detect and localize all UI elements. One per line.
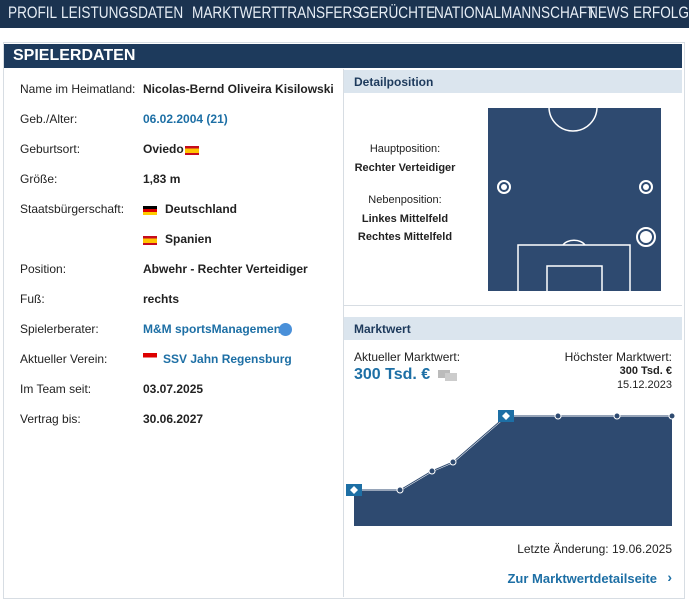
market-heading: Marktwert	[354, 322, 411, 336]
divider	[343, 69, 344, 597]
current-value: 300 Tsd. €	[354, 366, 431, 383]
market-graph	[346, 410, 676, 526]
flag	[185, 146, 199, 155]
field-label: Geburtsort:	[20, 142, 81, 156]
detail-header: Detailposition	[344, 70, 682, 93]
field-label: Größe:	[20, 172, 58, 186]
secondary-position: Linkes Mittelfeld	[361, 213, 449, 225]
field-label: Name im Heimatland:	[20, 82, 136, 96]
field-value: Spanien	[165, 232, 212, 246]
market-header: Marktwert	[344, 317, 682, 340]
highest-value-label: Höchster Marktwert:	[564, 350, 672, 364]
field-label: Fuß:	[20, 292, 45, 306]
field-label: Geb./Alter:	[20, 112, 78, 126]
nav-item[interactable]: NATIONALMANNSCHAFT	[434, 3, 596, 22]
field-label: Vertrag bis:	[20, 412, 81, 426]
field-value: 1,83 m	[143, 172, 181, 186]
highest-date: 15.12.2023	[616, 379, 672, 391]
field-value: Oviedo	[143, 142, 184, 156]
flag	[143, 206, 157, 215]
current-value-label: Aktueller Marktwert:	[354, 350, 461, 364]
nav-bar: PROFIL LEISTUNGSDATEN MARKTWERT TRANSFERS GE…	[0, 0, 689, 28]
main-position: Rechter Verteidiger	[354, 162, 456, 174]
field-value: 03.07.2025	[143, 382, 204, 396]
field-value[interactable]: M&M sportsManagement	[143, 322, 286, 336]
last-change: Letzte Änderung: 19.06.2025	[517, 542, 672, 556]
field-label: Staatsbürgerschaft:	[20, 202, 125, 216]
market-link[interactable]: Zur Marktwertdetailseite	[507, 571, 657, 586]
field-value: rechts	[143, 292, 180, 306]
secondary-position-label: Nebenposition:	[368, 194, 442, 206]
field-value[interactable]: SSV Jahn Regensburg	[163, 352, 292, 366]
field-value: Deutschland	[165, 202, 238, 216]
field-value: Nicolas-Bernd Oliveira Kisilowski	[143, 82, 334, 96]
nav-item[interactable]: NEWS	[588, 3, 629, 22]
field-label: Position:	[20, 262, 67, 276]
nav-item[interactable]: TRANSFERS	[279, 3, 362, 22]
nav-item[interactable]: PROFIL	[8, 3, 58, 22]
divider	[344, 305, 682, 306]
field-label: Aktueller Verein:	[20, 352, 108, 366]
section-header: SPIELERDATEN	[4, 44, 682, 68]
field-value: Abwehr - Rechter Verteidiger	[143, 262, 308, 276]
pitch	[486, 106, 663, 293]
field-value[interactable]: 06.02.2004 (21)	[143, 112, 228, 126]
field-value: 30.06.2027	[143, 412, 204, 426]
highest-value: 300 Tsd. €	[619, 365, 672, 377]
nav-item[interactable]: GERÜCHTE	[359, 3, 436, 22]
detail-heading: Detailposition	[354, 75, 434, 89]
nav-item[interactable]: LEISTUNGSDATEN	[61, 3, 184, 22]
nav-item[interactable]: ERFOLGE	[633, 3, 689, 22]
nav-item[interactable]: MARKTWERT	[192, 3, 280, 22]
secondary-position: Rechtes Mittelfeld	[357, 231, 453, 243]
field-label: Spielerberater:	[20, 322, 99, 336]
field-label: Im Team seit:	[20, 382, 92, 396]
section-title: SPIELERDATEN	[13, 47, 136, 64]
flag	[143, 236, 157, 245]
verified-icon	[279, 323, 292, 336]
comment-icon	[438, 370, 457, 381]
club-logo	[143, 353, 157, 362]
main-position-label: Hauptposition:	[369, 143, 441, 155]
